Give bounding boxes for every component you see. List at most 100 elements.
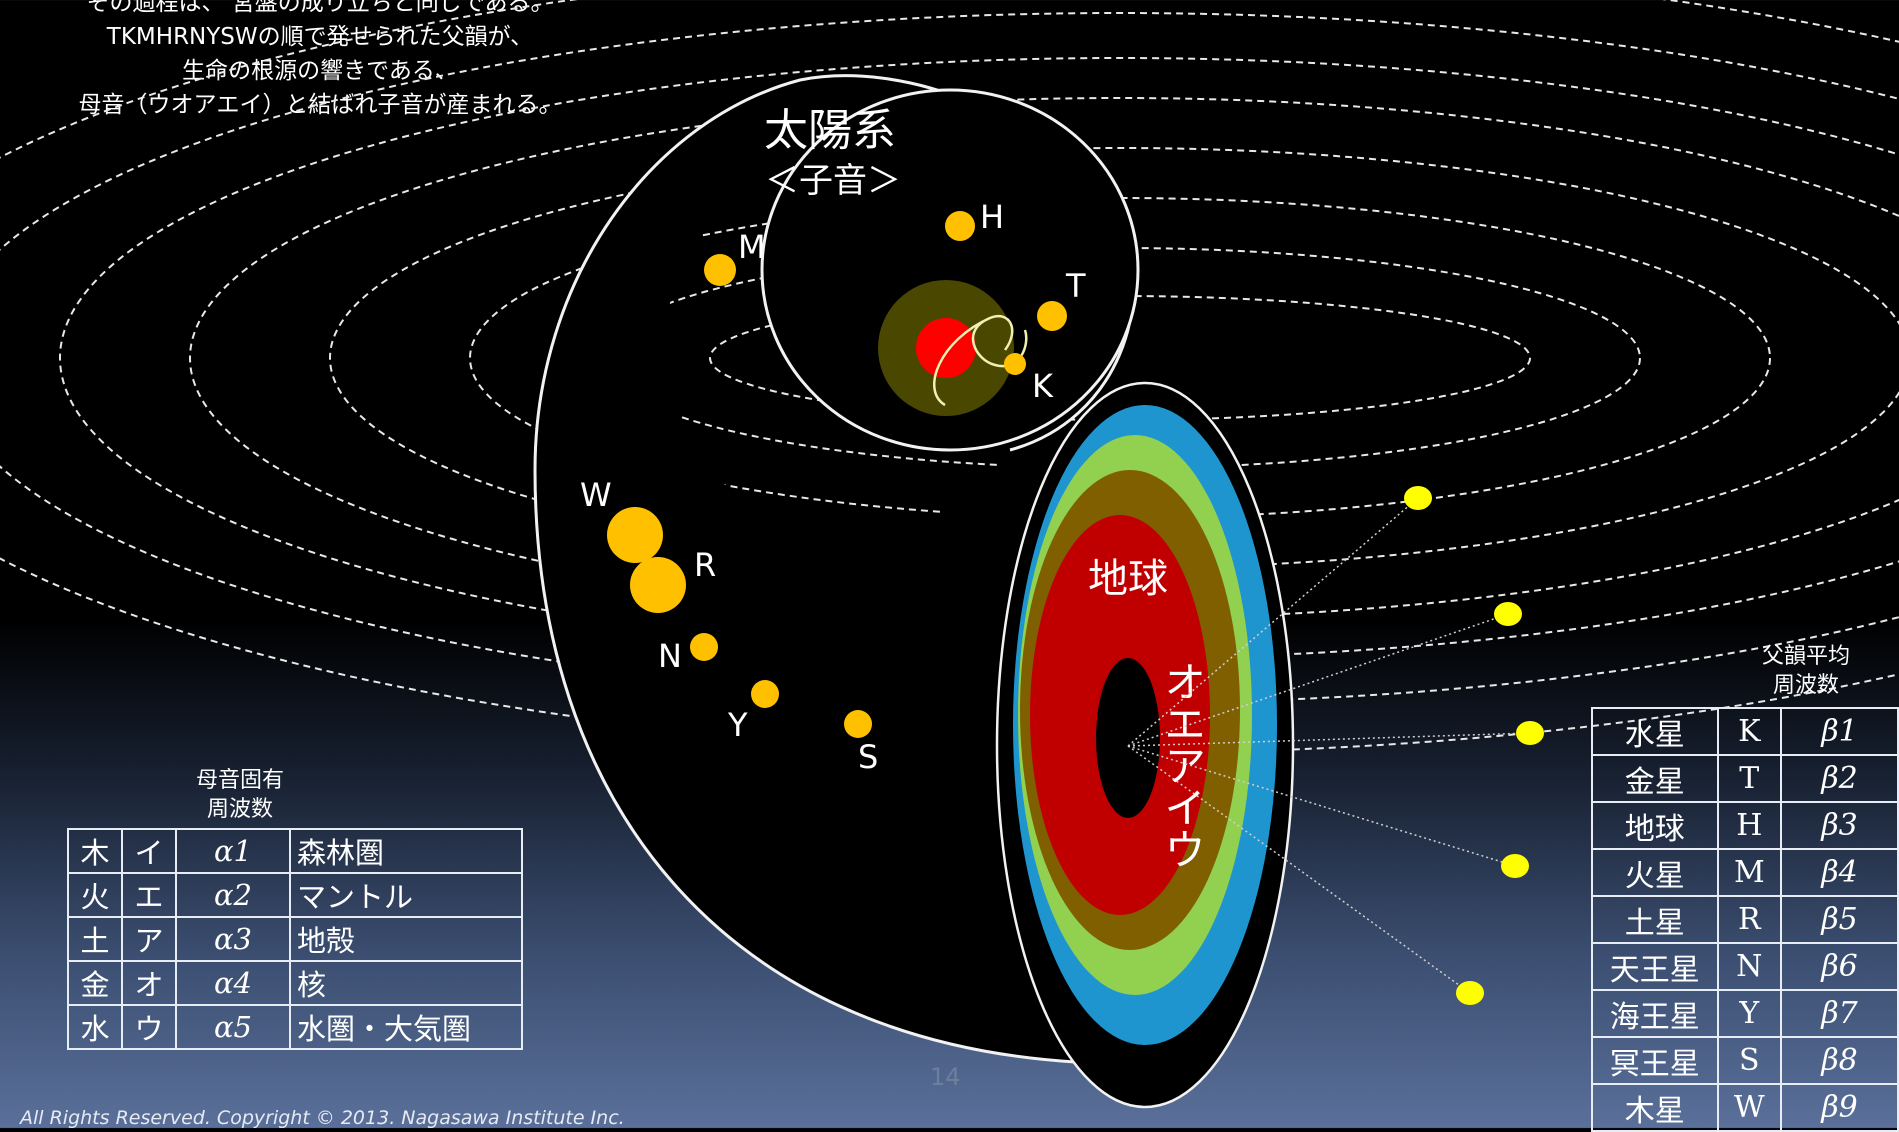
table-cell: R	[1716, 895, 1783, 944]
table-cell: 冥王星	[1591, 1036, 1719, 1085]
planet-r-dot	[630, 557, 686, 613]
table-cell: β1	[1780, 707, 1899, 756]
table-cell: β6	[1780, 942, 1899, 991]
table-row: 天王星 N β6	[1591, 942, 1899, 991]
table-cell: T	[1716, 754, 1783, 803]
table-cell: 核	[289, 960, 523, 1006]
table-row: 土星 R β5	[1591, 895, 1899, 944]
ray-dot	[1501, 854, 1529, 878]
planet-m-dot	[704, 254, 736, 286]
table-cell: ウ	[121, 1004, 177, 1050]
planet-k-dot	[1004, 353, 1026, 375]
sun-core	[916, 318, 976, 378]
planet-w-dot	[607, 507, 663, 563]
planet-r-label: R	[694, 546, 716, 584]
table-cell: 地殻	[289, 916, 523, 962]
ray-line	[1127, 745, 1471, 994]
table-cell: K	[1716, 707, 1783, 756]
table-row: 土 ア α3 地殻	[67, 916, 523, 962]
vowel-table-header-line: 母音固有	[195, 768, 284, 793]
table-row: 火星 M β4	[1591, 848, 1899, 897]
table-cell: 木星	[1591, 1083, 1719, 1132]
table-row: 冥王星 S β8	[1591, 1036, 1899, 1085]
earth-core	[1096, 658, 1160, 818]
table-cell: 火	[67, 872, 123, 918]
planet-table-header: 父韻平均 周波数	[1736, 642, 1876, 700]
ray-line	[1127, 732, 1531, 747]
table-row: 水 ウ α5 水圏・大気圏	[67, 1004, 523, 1050]
planet-table-header-line: 周波数	[1772, 673, 1839, 698]
planet-k-label: K	[1032, 367, 1054, 405]
planet-table-header-line: 父韻平均	[1761, 644, 1850, 669]
planet-y-dot	[751, 680, 779, 708]
solar-system-subtitle: ＜子音＞	[765, 161, 901, 201]
table-cell: 木	[67, 828, 123, 874]
table-row: 火 エ α2 マントル	[67, 872, 523, 918]
table-cell: 土星	[1591, 895, 1719, 944]
table-cell: N	[1716, 942, 1783, 991]
table-cell: 金星	[1591, 754, 1719, 803]
ray-dot	[1494, 602, 1522, 626]
ray-dot	[1404, 486, 1432, 510]
planet-n-dot	[690, 633, 718, 661]
planet-t-dot	[1037, 301, 1067, 331]
vowel-table-header-line: 周波数	[206, 797, 273, 822]
table-cell: ア	[121, 916, 177, 962]
table-row: 地球 H β3	[1591, 801, 1899, 850]
table-cell: 水圏・大気圏	[289, 1004, 523, 1050]
table-cell: 火星	[1591, 848, 1719, 897]
table-cell: 金	[67, 960, 123, 1006]
solar-system-title: 太陽系	[764, 105, 896, 156]
table-cell: マントル	[289, 872, 523, 918]
table-row: 海王星 Y β7	[1591, 989, 1899, 1038]
planet-h-dot	[945, 211, 975, 241]
table-cell: β9	[1780, 1083, 1899, 1132]
intro-line-3: 生命の根源の響きである、	[182, 58, 458, 84]
table-row: 金星 T β2	[1591, 754, 1899, 803]
table-cell: α3	[175, 916, 291, 962]
table-cell: 天王星	[1591, 942, 1719, 991]
table-row: 木星 W β9	[1591, 1083, 1899, 1132]
table-cell: エ	[121, 872, 177, 918]
ray-line	[1127, 613, 1509, 747]
intro-line-1: その過程は、 宮盤の成り立ちと同じである。	[86, 0, 554, 16]
ray-dot	[1456, 981, 1484, 1005]
planet-y-label: Y	[727, 706, 748, 744]
planet-h-label: H	[980, 198, 1004, 236]
planet-frequency-table: 水星 K β1 金星 T β2 地球 H β3 火星 M β4 土星 R β5 …	[1591, 707, 1899, 1132]
planet-s-label: S	[858, 738, 878, 776]
table-row: 水星 K β1	[1591, 707, 1899, 756]
table-cell: β7	[1780, 989, 1899, 1038]
planet-n-label: N	[658, 637, 682, 675]
table-row: 金 オ α4 核	[67, 960, 523, 1006]
orbit-ring	[469, 197, 1771, 519]
table-cell: β4	[1780, 848, 1899, 897]
table-cell: β2	[1780, 754, 1899, 803]
table-cell: α1	[175, 828, 291, 874]
table-cell: α5	[175, 1004, 291, 1050]
solar-system-shape	[535, 75, 1134, 1062]
table-cell: Y	[1716, 989, 1783, 1038]
copyright-notice: All Rights Reserved. Copyright © 2013. N…	[20, 1107, 625, 1129]
intro-text: その過程は、 宮盤の成り立ちと同じである。 TKMHRNYSWの順で発せられた父…	[10, 0, 630, 122]
table-cell: β5	[1780, 895, 1899, 944]
table-cell: 森林圏	[289, 828, 523, 874]
page-number: 14	[930, 1063, 961, 1091]
table-cell: イ	[121, 828, 177, 874]
table-row: 木 イ α1 森林圏	[67, 828, 523, 874]
table-cell: W	[1716, 1083, 1783, 1132]
planet-m-label: M	[738, 228, 766, 266]
intro-line-2: TKMHRNYSWの順で発せられた父韻が、	[106, 24, 534, 50]
table-cell: 土	[67, 916, 123, 962]
table-cell: α2	[175, 872, 291, 918]
table-cell: オ	[121, 960, 177, 1006]
planet-t-label: T	[1065, 267, 1086, 305]
planets: H M T K W R N Y S	[580, 198, 1086, 776]
ray-line	[1127, 497, 1419, 747]
table-cell: 水星	[1591, 707, 1719, 756]
ray-dots	[1404, 486, 1544, 1005]
vowel-table-header: 母音固有 周波数	[170, 766, 310, 824]
table-cell: H	[1716, 801, 1783, 850]
table-cell: 地球	[1591, 801, 1719, 850]
